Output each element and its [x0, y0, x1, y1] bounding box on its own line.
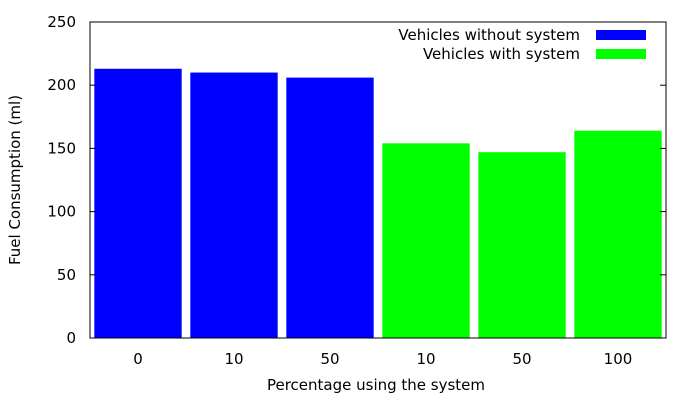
x-axis-label: Percentage using the system	[267, 376, 485, 394]
y-tick-label: 200	[47, 76, 76, 94]
x-tick-label: 50	[512, 350, 531, 368]
bar	[286, 77, 374, 339]
x-tick-label: 10	[224, 350, 243, 368]
legend-swatch	[596, 49, 646, 59]
bar	[478, 152, 566, 338]
y-axis-label: Fuel Consumption (ml)	[6, 95, 24, 265]
x-tick-label: 100	[604, 350, 633, 368]
bar	[94, 68, 182, 339]
y-tick-label: 250	[47, 13, 76, 31]
y-tick-label: 100	[47, 203, 76, 221]
bar	[574, 130, 662, 338]
x-tick-label: 50	[320, 350, 339, 368]
y-tick-label: 150	[47, 139, 76, 157]
x-tick-label: 10	[416, 350, 435, 368]
x-tick-label: 0	[133, 350, 143, 368]
y-tick-label: 0	[66, 329, 76, 347]
y-tick-label: 50	[57, 266, 76, 284]
bar	[382, 143, 470, 338]
legend-swatch	[596, 30, 646, 40]
legend-label: Vehicles without system	[398, 26, 580, 44]
ticks-layer: 0 50 100 150 200 250 0 10 50 10 50 100	[47, 13, 666, 368]
plot-frame	[89, 21, 667, 339]
bars-layer	[94, 68, 662, 339]
bar	[190, 72, 278, 338]
legend-label: Vehicles with system	[423, 45, 580, 63]
